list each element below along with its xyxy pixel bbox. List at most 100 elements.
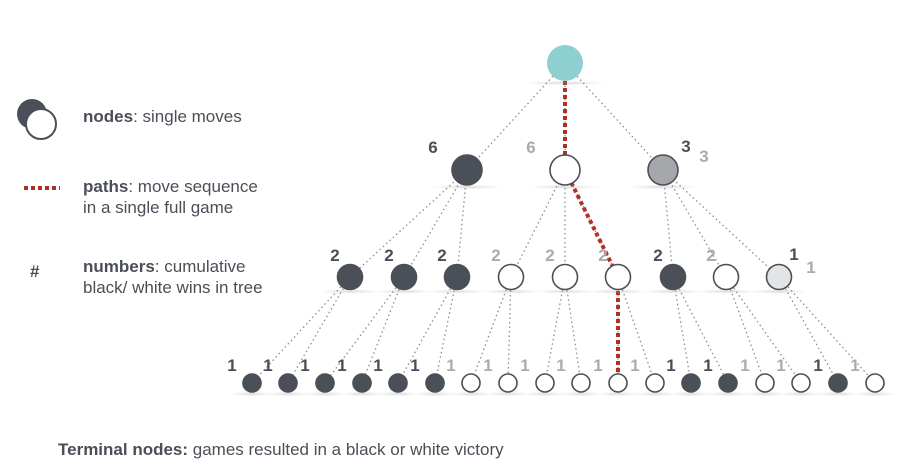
terminal-win-label: 1: [850, 356, 859, 375]
terminal-win-label: 1: [703, 356, 712, 375]
win-count-label: 6: [526, 138, 535, 157]
terminal-node-black: [425, 373, 445, 393]
node-shadow: [853, 391, 897, 397]
win-count-label: 2: [598, 246, 607, 265]
tree-edge: [466, 62, 566, 171]
node-shadow: [749, 289, 809, 294]
terminal-win-label: 1: [373, 356, 382, 375]
white-win-count-label: 1: [806, 258, 815, 277]
terminal-node-black: [718, 373, 738, 393]
legend-nodes-desc: : single moves: [133, 107, 242, 126]
node-shadow: [559, 391, 603, 397]
tree-edge: [725, 276, 766, 384]
node-shadow: [669, 391, 713, 397]
tree-edge: [361, 276, 405, 384]
move-node-white: [712, 263, 740, 291]
terminal-win-label: 1: [556, 356, 565, 375]
terminal-node-black: [681, 373, 701, 393]
legend-nodes-term: nodes: [83, 107, 134, 126]
tree-edge: [662, 169, 780, 278]
terminal-node-white: [608, 373, 628, 393]
tree-edge: [672, 276, 729, 384]
move-node-black: [390, 263, 418, 291]
game-path: [563, 81, 620, 383]
terminal-node-black: [388, 373, 408, 393]
node-shadow: [706, 391, 750, 397]
node-shadow: [633, 391, 677, 397]
node-shadow: [449, 391, 493, 397]
terminal-node-white: [791, 373, 811, 393]
win-count-label: 2: [491, 246, 500, 265]
node-shadow: [521, 80, 609, 86]
node-shadow: [413, 391, 457, 397]
tree-edge: [434, 276, 458, 384]
terminal-win-label: 1: [483, 356, 492, 375]
terminal-node-white: [498, 373, 518, 393]
node-shadow: [431, 184, 503, 190]
terminal-nodes-caption: Terminal nodes: games resulted in a blac…: [58, 440, 504, 460]
node-shadow: [481, 289, 541, 294]
move-node-white: [551, 263, 579, 291]
terminal-win-label: 1: [666, 356, 675, 375]
tree-edge: [725, 276, 802, 384]
terminal-node-white: [755, 373, 775, 393]
node-shadow: [779, 391, 823, 397]
node-shadow: [696, 289, 756, 294]
node-shadow: [374, 289, 434, 294]
win-count-label: 6: [428, 138, 437, 157]
terminal-node-black: [278, 373, 298, 393]
terminal-node-white: [535, 373, 555, 393]
move-node-white: [549, 154, 581, 186]
caption-term: Terminal nodes:: [58, 440, 189, 459]
terminal-win-label: 1: [410, 356, 419, 375]
node-shadow: [588, 289, 648, 294]
tree-edge: [564, 62, 664, 171]
terminal-win-label: 1: [263, 356, 272, 375]
win-count-label: 2: [384, 246, 393, 265]
root-node: [547, 45, 583, 81]
win-count-labels: 6 6 332 2 2 2 2 2 2 2 111 1 1 1 1 1 1 1 1 1 1 1 1 1 1 1 1 1: [227, 137, 859, 375]
tree-edge: [778, 276, 876, 384]
terminal-node-white: [461, 373, 481, 393]
node-shadow: [743, 391, 787, 397]
node-shadow: [535, 289, 595, 294]
terminal-win-label: 1: [337, 356, 346, 375]
legend-paths-desc: : move sequence in a single full game: [83, 177, 258, 217]
white-win-count-label: 3: [699, 147, 708, 166]
terminal-win-label: 1: [813, 356, 822, 375]
tree-nodes: [230, 45, 897, 397]
terminal-node-black: [242, 373, 262, 393]
legend-paths-term: paths: [83, 177, 129, 196]
terminal-win-label: 1: [227, 356, 236, 375]
legend-numbers-desc: : cumulative black/ white wins in tree: [83, 257, 263, 297]
move-node-white: [604, 263, 632, 291]
move-node-lightgrey: [765, 263, 793, 291]
tree-edge: [251, 276, 351, 384]
move-node-black: [659, 263, 687, 291]
tree-edge: [617, 276, 656, 384]
win-count-label: 2: [437, 246, 446, 265]
terminal-win-label: 1: [740, 356, 749, 375]
tree-edge: [470, 276, 512, 384]
terminal-node-white: [865, 373, 885, 393]
caption-desc: games resulted in a black or white victo…: [188, 440, 504, 459]
win-count-label: 2: [545, 246, 554, 265]
terminal-node-black: [352, 373, 372, 393]
node-shadow: [523, 391, 567, 397]
win-count-label: 2: [330, 246, 339, 265]
terminal-win-label: 1: [776, 356, 785, 375]
move-node-black: [443, 263, 471, 291]
legend-numbers-symbol: #: [30, 262, 40, 281]
terminal-win-label: 1: [593, 356, 602, 375]
node-shadow: [643, 289, 703, 294]
move-node-grey: [647, 154, 679, 186]
legend-node-icon: [17, 99, 57, 140]
terminal-node-white: [571, 373, 591, 393]
tree-edge: [510, 169, 566, 278]
node-shadow: [816, 391, 860, 397]
node-shadow: [303, 391, 347, 397]
node-shadow: [266, 391, 310, 397]
terminal-win-label: 1: [446, 356, 455, 375]
node-shadow: [529, 184, 601, 190]
